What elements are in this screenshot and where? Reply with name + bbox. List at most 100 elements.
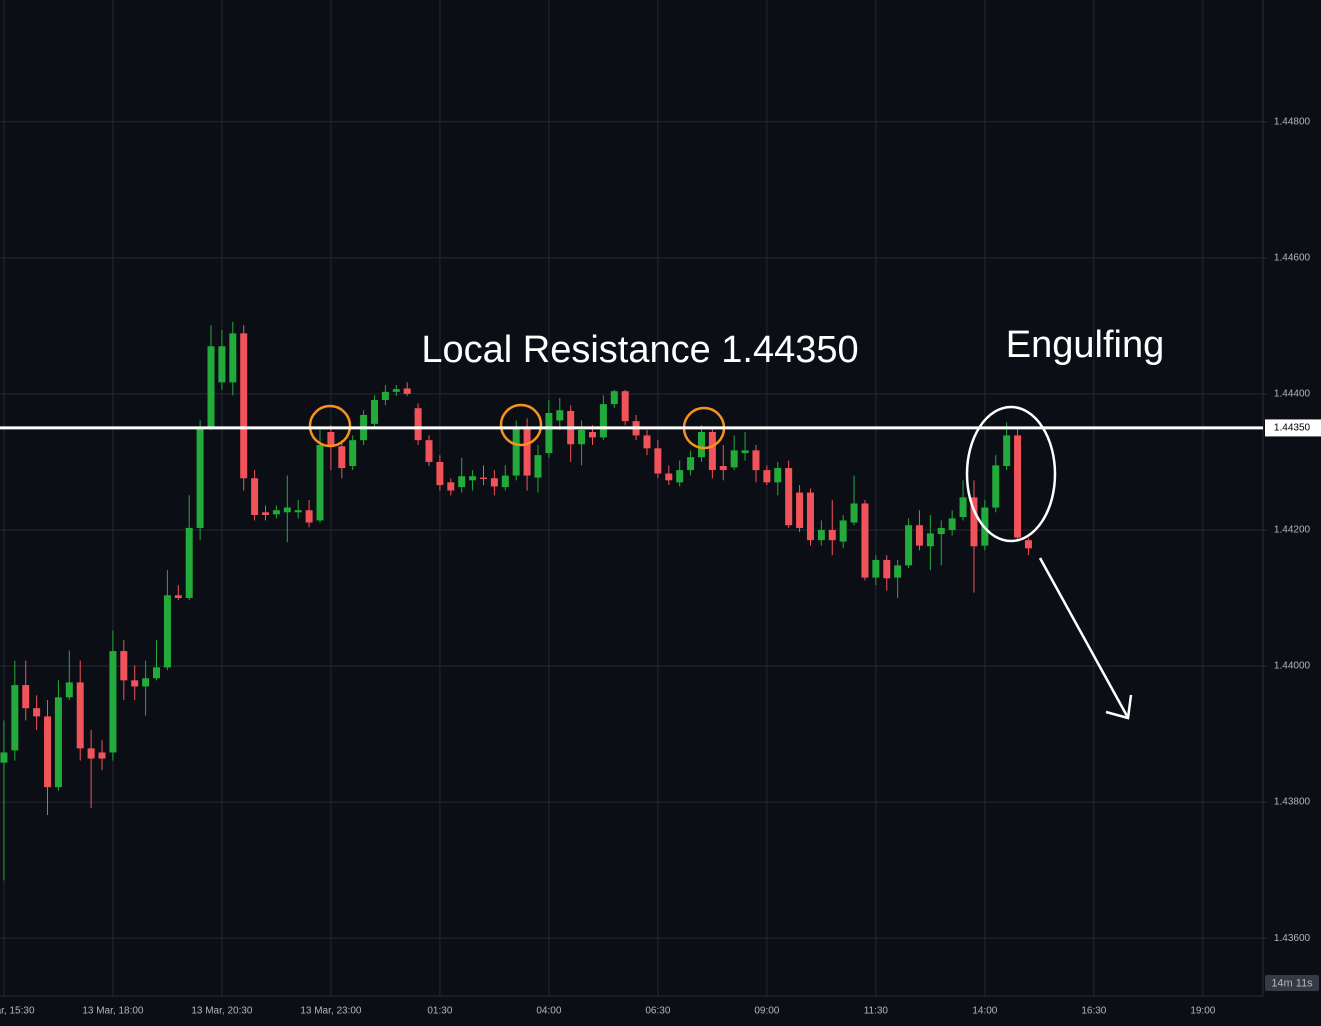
x-tick-label: 19:00 — [1190, 1006, 1215, 1017]
candle-body — [174, 595, 182, 599]
candle-body — [196, 427, 204, 528]
x-tick-label: 13 Mar, 20:30 — [191, 1006, 253, 1017]
candle-body — [207, 346, 215, 428]
x-tick-label: 14:00 — [972, 1006, 997, 1017]
candle-body — [458, 476, 466, 488]
x-tick-label: 01:30 — [427, 1006, 452, 1017]
candle-body — [850, 503, 858, 523]
y-tick-label: 1.44600 — [1274, 252, 1311, 263]
candle-body — [469, 476, 477, 481]
candle-body — [327, 432, 335, 447]
candle-body — [294, 510, 302, 513]
candle-body — [436, 461, 444, 486]
candle-body — [872, 559, 880, 578]
candle-body — [774, 468, 782, 483]
candle-body — [381, 391, 389, 401]
candle-body — [817, 529, 825, 541]
touch-circle — [499, 403, 543, 447]
arrow-shaft — [1038, 557, 1129, 717]
x-tick-label: 13 Mar, 18:00 — [82, 1006, 144, 1017]
candle-body — [621, 391, 629, 422]
candle-body — [839, 520, 847, 542]
candle-body — [556, 410, 564, 421]
candle-body — [240, 333, 248, 479]
candles — [0, 321, 1032, 881]
candle-body — [142, 678, 150, 687]
candle-body — [338, 446, 346, 469]
candle-body — [403, 388, 411, 394]
candle-body — [883, 559, 891, 579]
y-tick-label: 1.44800 — [1274, 116, 1311, 127]
candle-body — [163, 595, 171, 668]
x-tick-label: 11:30 — [864, 1006, 889, 1017]
candle-body — [370, 400, 378, 424]
candle-body — [229, 333, 237, 383]
candle-body — [283, 507, 291, 513]
candle-body — [44, 716, 52, 788]
x-tick-label: 16:30 — [1081, 1006, 1106, 1017]
candle-body — [643, 435, 651, 449]
candle-body — [33, 708, 41, 717]
candle-body — [719, 466, 727, 471]
candle-body — [65, 682, 73, 698]
candle-body — [1014, 435, 1022, 538]
candle-body — [937, 527, 945, 535]
candle-body — [512, 427, 520, 476]
candle-body — [272, 510, 280, 515]
candle-body — [545, 412, 553, 454]
y-tick-label: 1.44400 — [1274, 389, 1311, 400]
x-tick-label: 13 Mar, 15:30 — [0, 1006, 35, 1017]
candle-body — [251, 478, 259, 516]
countdown: 14m 11s — [1271, 977, 1313, 989]
annotation: Local Resistance 1.44350 — [421, 329, 858, 371]
y-tick-label: 1.44000 — [1274, 661, 1311, 672]
candle-body — [120, 651, 128, 681]
candle-body — [959, 497, 967, 518]
candle-body — [185, 527, 193, 599]
candle-body — [915, 525, 923, 546]
candle-body — [828, 529, 836, 541]
grid — [0, 0, 1263, 996]
candle-body — [479, 477, 487, 479]
candle-body — [153, 667, 161, 679]
candle-body — [305, 510, 313, 523]
candle-body — [316, 444, 324, 521]
candle-body — [796, 492, 804, 528]
price-label: 1.44350 — [1274, 423, 1311, 434]
candle-body — [11, 685, 19, 751]
candle-body — [109, 651, 117, 753]
touch-circle — [308, 404, 352, 448]
y-tick-label: 1.43600 — [1274, 933, 1311, 944]
candle-body — [218, 346, 226, 383]
candle-body — [349, 440, 357, 467]
annotation: Engulfing — [1006, 324, 1164, 366]
candle-body — [76, 682, 84, 749]
candle-body — [665, 473, 673, 481]
candle-body — [523, 427, 531, 476]
x-tick-label: 13 Mar, 23:00 — [300, 1006, 362, 1017]
candle-body — [894, 565, 902, 578]
price-label-box — [1265, 419, 1321, 437]
countdown-box — [1265, 975, 1319, 991]
annotation-shapes — [308, 403, 1133, 720]
candle-body — [87, 748, 95, 759]
candle-body — [610, 391, 618, 405]
candle-body — [687, 457, 695, 471]
candle-body — [730, 450, 738, 468]
candle-body — [22, 685, 30, 709]
candle-body — [262, 512, 270, 516]
x-tick-label: 09:00 — [754, 1006, 779, 1017]
candle-body — [1003, 435, 1011, 467]
x-tick-label: 04:00 — [536, 1006, 561, 1017]
candle-body — [98, 752, 106, 759]
candle-body — [708, 432, 716, 471]
candle-body — [948, 518, 956, 530]
candle-body — [588, 432, 596, 438]
candle-body — [131, 680, 139, 687]
candle-body — [1024, 540, 1032, 549]
candle-body — [654, 448, 662, 474]
candle-body — [992, 465, 1000, 508]
candle-body — [578, 429, 586, 445]
candle-body — [534, 455, 542, 478]
